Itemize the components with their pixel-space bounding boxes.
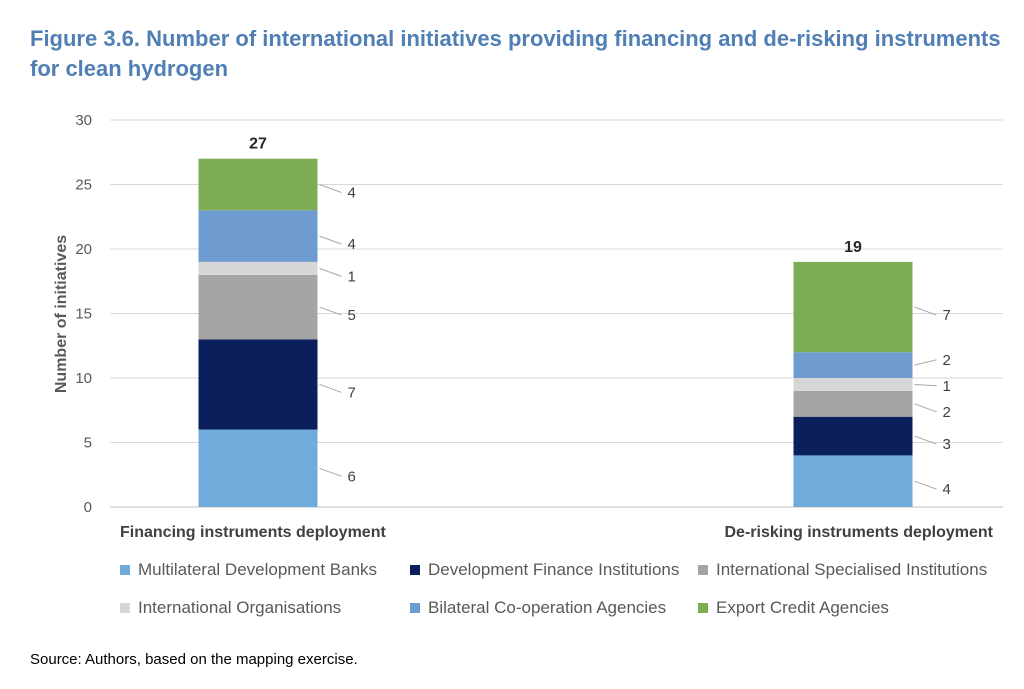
y-axis-ticks: 0 5 10 15 20 25 30 <box>75 112 92 516</box>
y-axis-label: Number of initiatives <box>53 235 70 393</box>
segment-data-label: 1 <box>348 268 356 285</box>
leader-line <box>914 480 937 490</box>
bar-segment <box>198 429 318 507</box>
legend-swatch <box>410 603 420 613</box>
leader-line <box>914 306 937 316</box>
bar-segment <box>793 416 913 456</box>
legend-swatch <box>120 565 130 575</box>
segment-data-label: 3 <box>943 436 951 453</box>
segment-data-label: 7 <box>943 307 951 324</box>
bar-segment <box>793 352 913 378</box>
leader-line <box>319 467 342 477</box>
bar-total-label: 19 <box>844 239 862 256</box>
bar-segment <box>793 455 913 507</box>
segment-data-label: 7 <box>348 384 356 401</box>
category-labels: Financing instruments deployment De-riski… <box>120 524 994 541</box>
y-tick-label: 0 <box>84 499 92 516</box>
legend-item: Bilateral Co-operation Agencies <box>410 598 666 618</box>
legend-label: International Organisations <box>138 598 342 617</box>
figure-title: Figure 3.6. Number of international init… <box>30 26 1001 81</box>
x-category-label: De-risking instruments deployment <box>725 524 994 541</box>
bar-segment <box>198 158 318 211</box>
legend-item: Development Finance Institutions <box>410 560 679 580</box>
leader-line <box>914 383 937 387</box>
leader-line <box>914 403 937 413</box>
source-note: Source: Authors, based on the mapping ex… <box>30 651 358 668</box>
segment-data-label: 1 <box>943 378 951 395</box>
segment-data-label: 6 <box>348 468 356 485</box>
leader-line <box>319 235 342 245</box>
y-tick-label: 20 <box>75 241 92 258</box>
segment-data-label: 5 <box>348 307 356 324</box>
segment-data-label: 4 <box>348 185 356 202</box>
bar-segment <box>793 378 913 391</box>
leader-line <box>319 383 342 393</box>
leader-line <box>914 359 937 366</box>
legend-item: Multilateral Development Banks <box>120 560 377 580</box>
legend-item: International Organisations <box>120 598 341 618</box>
bar-total-label: 27 <box>249 136 267 153</box>
legend-label: Export Credit Agencies <box>716 598 889 617</box>
legend-swatch <box>698 603 708 613</box>
leader-line <box>319 306 342 316</box>
legend-label: Development Finance Institutions <box>428 560 680 579</box>
legend-label: International Specialised Institutions <box>716 560 988 579</box>
bar-segment <box>198 339 318 430</box>
legend-item: International Specialised Institutions <box>698 560 987 580</box>
legend-swatch <box>410 565 420 575</box>
y-tick-label: 15 <box>75 306 92 323</box>
leader-line <box>319 267 342 277</box>
bar-segment <box>793 261 913 353</box>
y-tick-label: 5 <box>84 435 92 452</box>
leader-line <box>319 184 342 193</box>
leader-line <box>914 435 937 445</box>
legend-item: Export Credit Agencies <box>698 598 889 618</box>
legend-swatch <box>120 603 130 613</box>
legend-label: Bilateral Co-operation Agencies <box>428 598 667 617</box>
stacked-bar-chart: 0 5 10 15 20 25 30 Number of initiatives 6 7 5 1 4… <box>53 112 1003 541</box>
bar-segment <box>198 274 318 340</box>
segment-data-label: 4 <box>348 236 356 253</box>
y-tick-label: 30 <box>75 112 92 129</box>
segment-data-label: 2 <box>943 404 951 421</box>
segment-data-label: 4 <box>943 481 951 498</box>
legend-swatch <box>698 565 708 575</box>
y-tick-label: 10 <box>75 370 92 387</box>
bar-segment <box>793 390 913 417</box>
bar-segment <box>198 210 318 262</box>
x-category-label: Financing instruments deployment <box>120 524 386 541</box>
legend-label: Multilateral Development Banks <box>138 560 378 579</box>
y-tick-label: 25 <box>75 177 92 194</box>
segment-data-label: 2 <box>943 352 951 369</box>
bar-segment <box>198 261 318 275</box>
